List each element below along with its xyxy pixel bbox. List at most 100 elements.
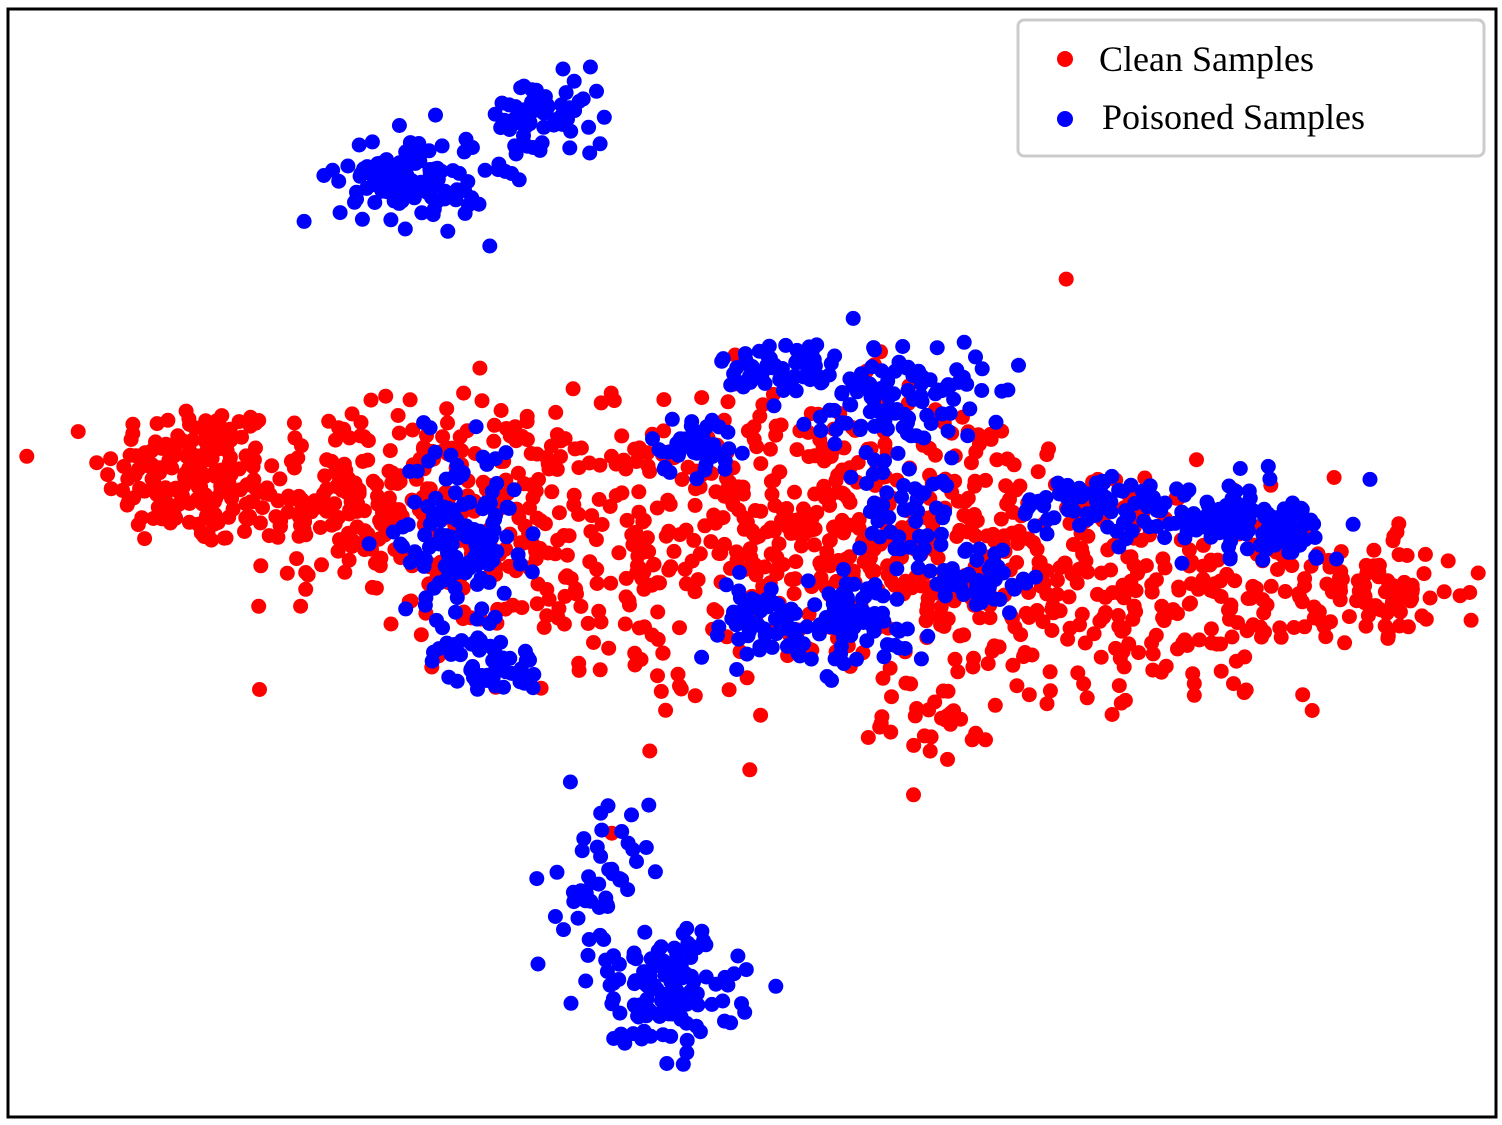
clean-sample-point [952, 522, 968, 538]
poisoned-sample-point [488, 507, 503, 523]
clean-sample-point [1042, 664, 1058, 680]
clean-sample-point [309, 499, 325, 515]
clean-sample-point [639, 530, 655, 546]
clean-sample-point [1045, 598, 1061, 614]
poisoned-sample-point [649, 982, 665, 997]
poisoned-sample-point [842, 371, 858, 387]
clean-sample-point [1306, 610, 1322, 626]
poisoned-sample-point [578, 973, 594, 989]
poisoned-sample-point [1028, 569, 1044, 585]
legend-label-clean: Clean Samples [1099, 39, 1314, 79]
poisoned-sample-point [659, 1056, 675, 1071]
clean-sample-point [188, 448, 204, 464]
poisoned-sample-point [1115, 483, 1131, 499]
clean-sample-point [273, 519, 288, 535]
clean-sample-point [360, 433, 376, 449]
poisoned-sample-point [730, 948, 746, 964]
clean-sample-point [1121, 636, 1137, 652]
poisoned-sample-point [694, 923, 710, 939]
poisoned-sample-point [419, 178, 435, 194]
poisoned-sample-point [477, 162, 493, 178]
clean-sample-point [248, 415, 264, 431]
poisoned-sample-point [698, 969, 714, 985]
clean-sample-point [614, 428, 630, 444]
clean-sample-point [983, 431, 999, 447]
poisoned-sample-point [704, 412, 720, 428]
poisoned-sample-point [956, 334, 972, 350]
poisoned-sample-point [438, 471, 454, 487]
clean-sample-point [1148, 572, 1164, 588]
poisoned-sample-point [596, 109, 612, 125]
clean-sample-point [161, 452, 177, 468]
clean-sample-point [137, 483, 153, 499]
clean-sample-point [502, 428, 518, 444]
clean-sample-point [1213, 636, 1229, 652]
poisoned-sample-point [717, 1013, 732, 1029]
clean-sample-point [594, 517, 610, 532]
clean-sample-point [1110, 608, 1126, 623]
poisoned-sample-point [504, 166, 520, 181]
clean-sample-point [435, 429, 451, 445]
poisoned-sample-point [1293, 500, 1309, 516]
poisoned-sample-point [524, 564, 540, 580]
poisoned-sample-point [896, 478, 912, 493]
clean-sample-point [1111, 618, 1127, 634]
clean-sample-point [134, 510, 150, 526]
clean-sample-point [1341, 609, 1357, 625]
poisoned-sample-point [935, 510, 951, 526]
clean-sample-point [1417, 546, 1433, 562]
poisoned-sample-point [877, 453, 892, 469]
poisoned-sample-point [766, 398, 782, 414]
clean-sample-point [251, 598, 267, 614]
poisoned-sample-point [403, 188, 419, 204]
clean-sample-point [1126, 598, 1142, 614]
clean-sample-point [486, 417, 502, 433]
clean-sample-point [593, 395, 609, 411]
clean-sample-point [789, 442, 805, 458]
clean-sample-point [1079, 690, 1095, 706]
poisoned-sample-point [1127, 496, 1143, 511]
clean-sample-point [883, 724, 899, 740]
clean-sample-point [966, 650, 981, 666]
poisoned-sample-point [424, 164, 440, 180]
poisoned-sample-point [992, 592, 1008, 607]
clean-sample-point [1191, 632, 1207, 648]
poisoned-sample-point [506, 482, 522, 498]
clean-sample-point [666, 543, 682, 559]
poisoned-sample-point [331, 173, 347, 189]
clean-sample-point [783, 572, 799, 587]
clean-sample-point [708, 484, 724, 500]
poisoned-sample-point [434, 138, 450, 154]
poisoned-sample-point [499, 529, 515, 545]
poisoned-sample-point [740, 628, 756, 644]
clean-sample-point [556, 616, 572, 632]
poisoned-sample-point [494, 95, 510, 111]
poisoned-sample-point [1002, 605, 1017, 621]
poisoned-sample-point [913, 651, 929, 667]
clean-sample-point [312, 520, 328, 535]
poisoned-sample-point [984, 561, 1000, 577]
clean-sample-point [603, 575, 619, 591]
clean-sample-point [493, 403, 509, 418]
poisoned-sample-point [679, 920, 695, 936]
clean-sample-point [1295, 687, 1311, 703]
clean-sample-point [1116, 590, 1132, 606]
clean-sample-point [1177, 632, 1193, 648]
clean-sample-point [1257, 624, 1272, 640]
poisoned-sample-point [1221, 539, 1237, 555]
poisoned-sample-point [879, 485, 895, 501]
poisoned-sample-point [427, 444, 443, 460]
clean-sample-point [642, 463, 658, 479]
poisoned-sample-point [650, 943, 666, 959]
poisoned-sample-point [1094, 473, 1110, 489]
clean-sample-point [1422, 590, 1438, 606]
legend-box [1016, 18, 1486, 158]
poisoned-sample-point [614, 824, 630, 839]
poisoned-sample-point [694, 649, 710, 665]
poisoned-sample-point [347, 194, 362, 210]
clean-sample-point [1029, 541, 1045, 557]
poisoned-sample-point [485, 667, 501, 683]
poisoned-sample-point [988, 414, 1004, 430]
poisoned-sample-point [824, 672, 839, 688]
